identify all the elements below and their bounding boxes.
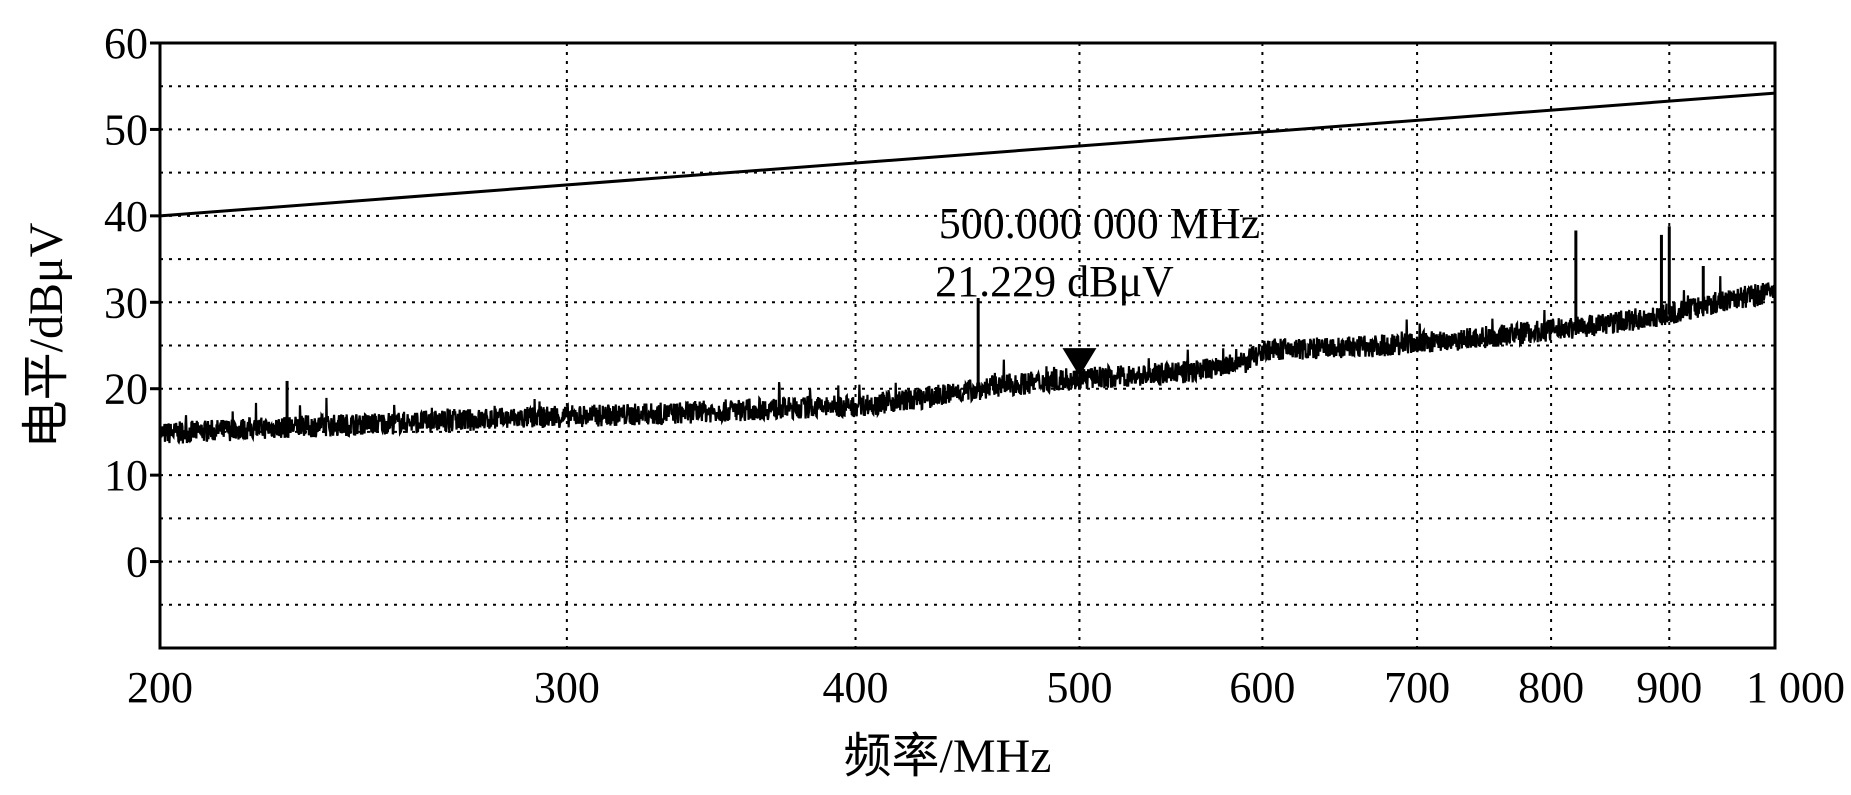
x-tick-label-700: 700	[1384, 663, 1450, 712]
x-tick-label-400: 400	[823, 663, 889, 712]
y-tick-label-10: 10	[104, 451, 148, 500]
tick-label-layer: 0 10 20 30 40 50 60 200 300 400 500 600 700 800 900 1 0…	[104, 19, 1845, 712]
y-tick-label-20: 20	[104, 365, 148, 414]
y-tick-label-50: 50	[104, 105, 148, 154]
x-tick-label-600: 600	[1229, 663, 1295, 712]
y-axis-title: 电平/dBμV	[20, 222, 73, 448]
y-tick-label-0: 0	[126, 538, 148, 587]
limit-line	[159, 91, 1776, 218]
y-tick-label-40: 40	[104, 192, 148, 241]
x-tick-label-900: 900	[1636, 663, 1702, 712]
x-tick-label-800: 800	[1518, 663, 1584, 712]
x-axis-title: 频率/MHz	[844, 730, 1052, 783]
marker-level-label: 21.229 dBμV	[935, 257, 1174, 306]
x-tick-label-500: 500	[1046, 663, 1112, 712]
x-tick-label-300: 300	[534, 663, 600, 712]
y-tick-label-30: 30	[104, 278, 148, 327]
marker-triangle-icon	[1062, 348, 1097, 377]
measured-spectrum-trace	[158, 276, 1777, 445]
marker-layer: 500.000 000 MHz 21.229 dBμV	[935, 199, 1260, 377]
grid-layer	[160, 43, 1775, 648]
plot-frame	[158, 41, 1777, 650]
x-tick-label-1000: 1 000	[1746, 663, 1845, 712]
marker-frequency-label: 500.000 000 MHz	[939, 199, 1260, 248]
x-tick-label-200: 200	[127, 663, 193, 712]
series-layer	[158, 91, 1777, 445]
y-tick-label-60: 60	[104, 19, 148, 68]
